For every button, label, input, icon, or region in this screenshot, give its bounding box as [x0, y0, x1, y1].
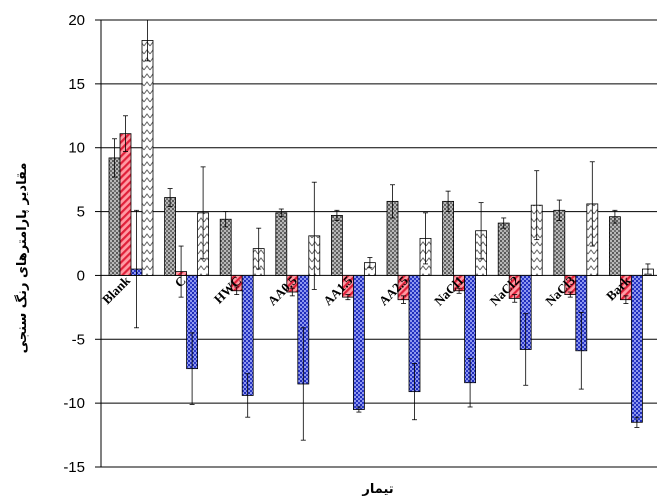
bar-series-4-Blank — [141, 40, 154, 276]
bars — [108, 40, 654, 423]
bar-series-1-AA1.5 — [330, 215, 343, 276]
error-bars — [112, 19, 651, 441]
y-tick-label: -10 — [63, 395, 85, 412]
y-tick-label: -15 — [63, 459, 85, 476]
y-axis-title: مقادیر پارامترهای رنگ سنجی — [14, 163, 30, 354]
bar-series-1-NaCl1 — [442, 200, 455, 276]
y-tick-label: 5 — [77, 204, 85, 221]
bar-series-3-AA1.5 — [352, 275, 365, 410]
bar-series-1-AA0.5 — [275, 212, 288, 276]
bar-series-1-C — [164, 197, 177, 276]
category-labels: Blank C HWC AA0.5 AA1.5 AA2.5 NaCl1 NaCl2 NaCl3 B… — [99, 272, 634, 308]
bar-series-3-Bark — [631, 275, 643, 423]
bar-series-1-NaCl2 — [497, 222, 510, 276]
y-tick-label: 15 — [68, 76, 85, 93]
bar-series-1-Bark — [609, 216, 621, 276]
gridlines — [101, 19, 657, 468]
category-label-Blank: Blank — [99, 272, 134, 307]
bar-series-2-Blank — [119, 133, 132, 276]
y-tick-labels: 20 15 10 5 0 -5 -10 -15 — [63, 12, 85, 476]
axes — [95, 19, 102, 468]
y-tick-label: 10 — [68, 140, 85, 157]
y-tick-label: 0 — [77, 267, 85, 284]
x-axis-title: تیمار — [361, 482, 393, 497]
y-tick-label: 20 — [68, 12, 85, 29]
y-tick-label: -5 — [72, 331, 85, 348]
bar-series-1-HWC — [219, 218, 232, 276]
